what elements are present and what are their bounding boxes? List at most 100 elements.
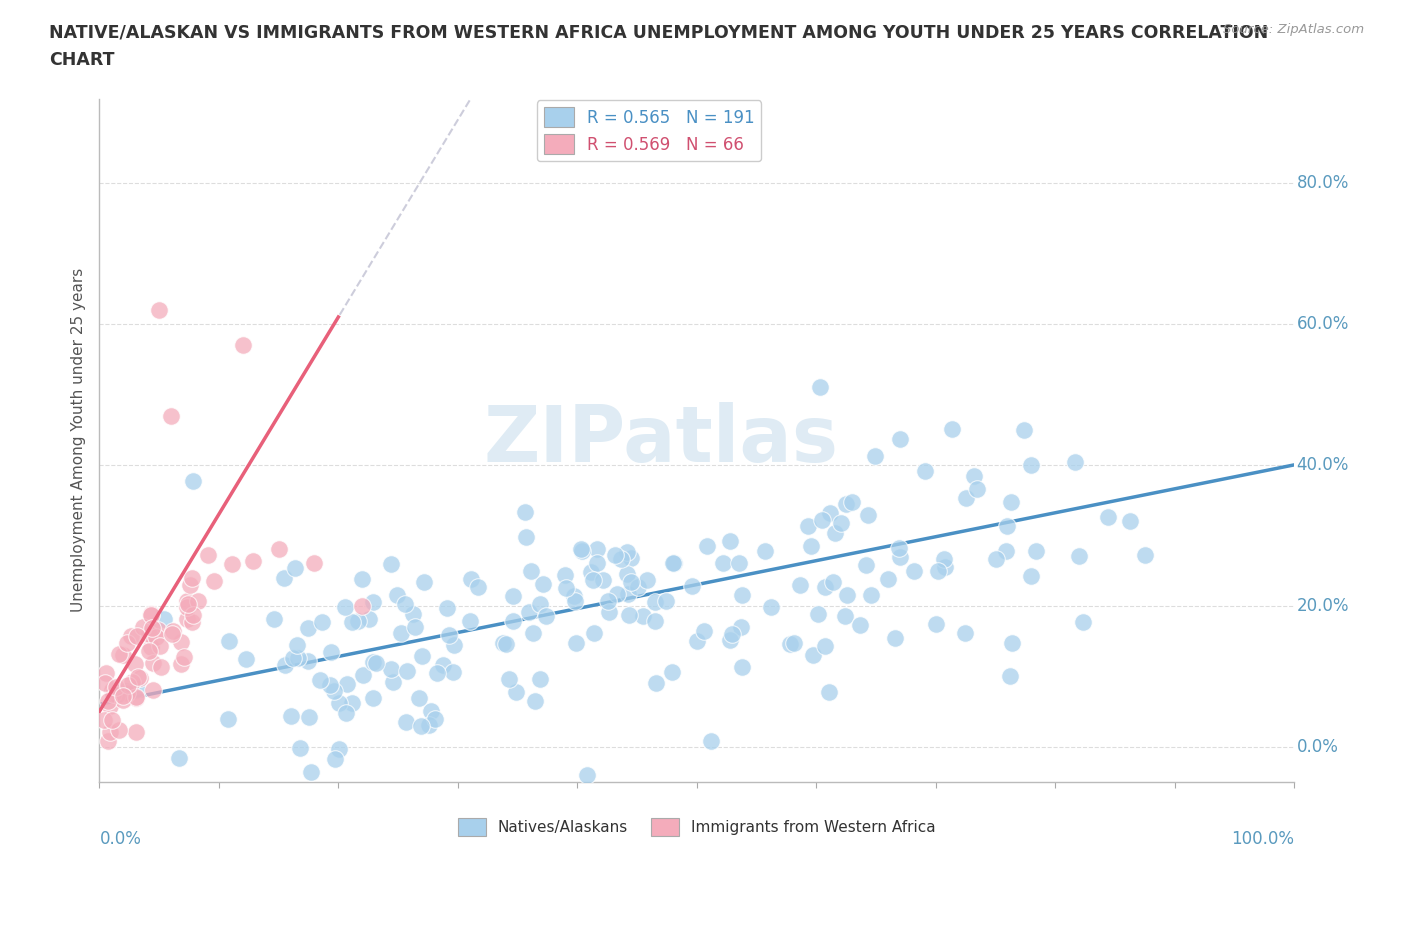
Point	[1019, 458, 1042, 472]
Point	[124, 724, 146, 739]
Point	[180, 615, 202, 630]
Point	[700, 734, 723, 749]
Point	[101, 686, 124, 701]
Point	[235, 651, 257, 666]
Point	[420, 704, 443, 719]
Point	[1001, 635, 1024, 650]
Text: 20.0%: 20.0%	[1296, 597, 1348, 615]
Point	[125, 691, 148, 706]
Point	[515, 530, 537, 545]
Point	[807, 607, 830, 622]
Point	[179, 578, 201, 592]
Point	[361, 690, 384, 705]
Point	[298, 710, 321, 724]
Point	[323, 751, 346, 766]
Point	[112, 693, 135, 708]
Point	[821, 575, 844, 590]
Point	[1012, 422, 1035, 437]
Point	[662, 555, 685, 570]
Point	[966, 481, 988, 496]
Point	[273, 658, 295, 672]
Point	[889, 549, 911, 564]
Point	[492, 635, 515, 650]
Point	[366, 655, 388, 670]
Point	[522, 626, 544, 641]
Point	[458, 614, 481, 629]
Point	[352, 668, 374, 683]
Point	[841, 495, 863, 510]
Point	[380, 661, 402, 676]
Point	[986, 551, 1008, 566]
Text: 80.0%: 80.0%	[1296, 174, 1348, 193]
Point	[418, 718, 440, 733]
Point	[1064, 455, 1087, 470]
Point	[627, 579, 650, 594]
Point	[304, 556, 326, 571]
Point	[319, 644, 342, 659]
Point	[173, 649, 195, 664]
Point	[779, 636, 801, 651]
Text: 40.0%: 40.0%	[1296, 456, 1348, 474]
Point	[389, 626, 412, 641]
Point	[585, 541, 607, 556]
Text: 0.0%: 0.0%	[1296, 737, 1339, 755]
Point	[800, 538, 823, 553]
Point	[502, 614, 524, 629]
Point	[644, 594, 666, 609]
Point	[662, 555, 685, 570]
Point	[342, 615, 364, 630]
Point	[598, 604, 620, 619]
Point	[363, 594, 385, 609]
Point	[437, 628, 460, 643]
Point	[142, 683, 165, 698]
Point	[565, 635, 588, 650]
Point	[359, 612, 381, 627]
Point	[98, 724, 121, 739]
Point	[1119, 513, 1142, 528]
Point	[138, 626, 160, 641]
Point	[1073, 615, 1095, 630]
Point	[529, 671, 551, 686]
Point	[963, 468, 986, 483]
Point	[495, 636, 517, 651]
Point	[814, 580, 837, 595]
Point	[263, 612, 285, 627]
Point	[1000, 495, 1022, 510]
Point	[380, 557, 402, 572]
Point	[617, 587, 640, 602]
Point	[120, 629, 142, 644]
Point	[616, 566, 638, 581]
Point	[801, 647, 824, 662]
Point	[281, 651, 304, 666]
Point	[217, 711, 239, 726]
Point	[297, 620, 319, 635]
Point	[112, 689, 135, 704]
Point	[914, 464, 936, 479]
Point	[696, 538, 718, 553]
Point	[782, 636, 804, 651]
Point	[183, 607, 205, 622]
Point	[285, 638, 308, 653]
Point	[287, 650, 309, 665]
Point	[995, 519, 1018, 534]
Point	[100, 683, 122, 698]
Point	[436, 600, 458, 615]
Point	[718, 633, 741, 648]
Point	[328, 741, 350, 756]
Point	[830, 515, 852, 530]
Point	[319, 677, 342, 692]
Point	[181, 473, 204, 488]
Point	[267, 542, 290, 557]
Point	[941, 422, 963, 437]
Point	[402, 606, 425, 621]
Point	[811, 512, 834, 527]
Point	[620, 551, 643, 565]
Point	[297, 654, 319, 669]
Point	[620, 575, 643, 590]
Point	[520, 564, 543, 578]
Point	[176, 612, 198, 627]
Point	[347, 613, 370, 628]
Point	[115, 684, 138, 699]
Point	[1069, 549, 1091, 564]
Point	[132, 619, 155, 634]
